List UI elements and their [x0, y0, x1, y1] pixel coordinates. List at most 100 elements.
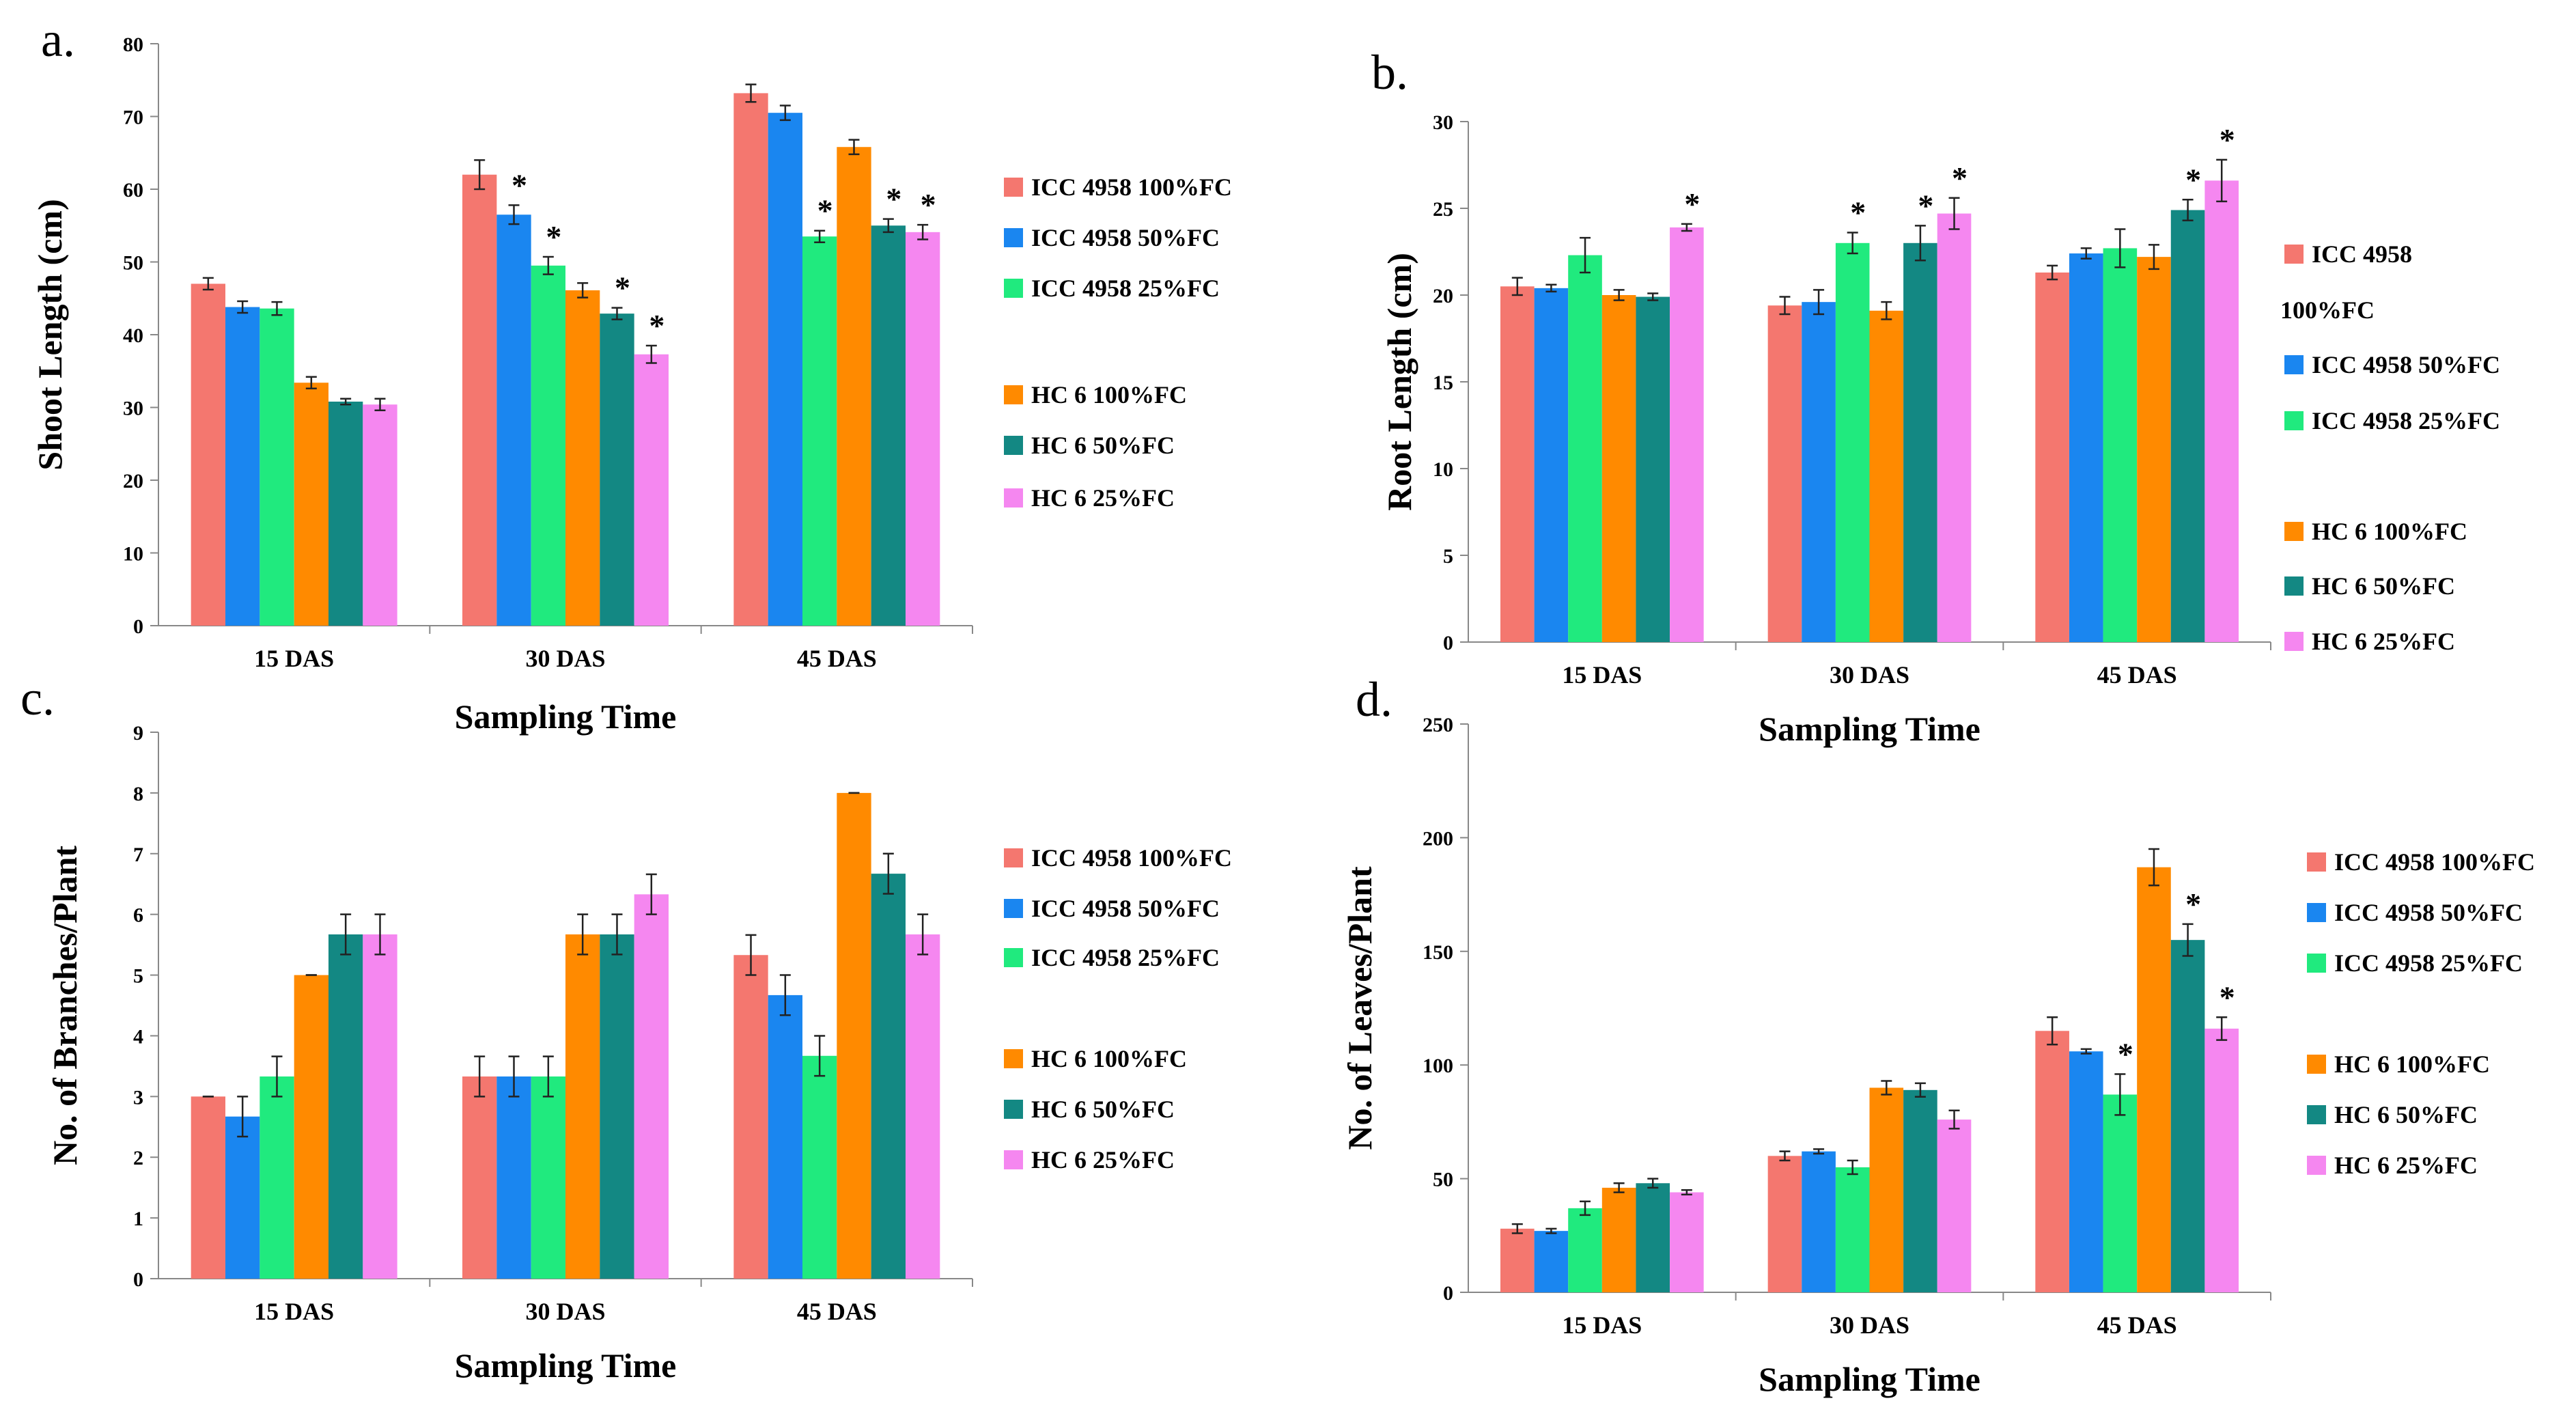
y-tick-label: 10 [123, 543, 143, 566]
bar [2204, 1028, 2239, 1292]
bar [768, 995, 803, 1279]
legend-swatch [1004, 228, 1023, 247]
bar [260, 308, 294, 626]
bar [768, 113, 803, 626]
x-tick-label: 15 DAS [1562, 1311, 1642, 1339]
significance-marker: * [512, 167, 527, 202]
bar [1670, 1192, 1704, 1292]
bar [871, 874, 906, 1279]
y-tick-label: 6 [133, 904, 143, 927]
y-tick-label: 200 [1423, 827, 1453, 850]
y-tick-label: 30 [123, 398, 143, 420]
y-tick-label: 0 [1443, 632, 1453, 654]
bar [1835, 1167, 1870, 1292]
y-tick-label: 40 [123, 324, 143, 347]
legend-swatch [1004, 899, 1023, 918]
bar [1670, 227, 1704, 642]
legend-label: ICC 4958 25%FC [1031, 275, 1220, 302]
legend-label: HC 6 25%FC [2312, 628, 2455, 655]
x-tick-label: 15 DAS [254, 1298, 334, 1325]
significance-marker: * [2185, 162, 2201, 197]
y-tick-label: 0 [1443, 1282, 1453, 1305]
x-axis-title: Sampling Time [455, 1346, 677, 1385]
x-tick-label: 45 DAS [797, 645, 877, 672]
bar [1802, 302, 1836, 642]
y-tick-label: 80 [123, 33, 143, 56]
legend-swatch [1004, 436, 1023, 455]
y-tick-label: 2 [133, 1147, 143, 1169]
legend-swatch [2284, 355, 2304, 374]
bar [1767, 305, 1802, 642]
x-tick-label: 15 DAS [1562, 661, 1642, 689]
y-axis-title: Root Length (cm) [1380, 253, 1418, 511]
y-tick-label: 5 [1443, 545, 1453, 568]
bar [496, 214, 531, 626]
bar [1568, 255, 1602, 643]
legend-swatch [2284, 576, 2304, 596]
y-tick-label: 30 [1433, 111, 1453, 134]
bar [1500, 286, 1535, 642]
y-tick-label: 20 [1433, 285, 1453, 307]
legend-label: ICC 4958 50%FC [2334, 899, 2523, 926]
legend-swatch [1004, 178, 1023, 197]
bar [1903, 242, 1937, 642]
significance-marker: * [886, 182, 901, 217]
legend-label: ICC 4958 50%FC [1031, 895, 1220, 922]
legend-label: HC 6 25%FC [2334, 1152, 2478, 1179]
legend-label: HC 6 100%FC [1031, 381, 1187, 408]
bar [294, 383, 328, 626]
bar [1869, 1087, 1904, 1292]
legend-swatch [1004, 1100, 1023, 1119]
significance-marker: * [1684, 186, 1700, 221]
y-tick-label: 0 [133, 615, 143, 638]
bar [1601, 1187, 1636, 1292]
bar [634, 894, 669, 1279]
y-tick-label: 7 [133, 844, 143, 866]
bar [1869, 310, 1904, 642]
legend-swatch [2307, 1105, 2326, 1124]
bar [2103, 248, 2138, 642]
y-tick-label: 100 [1423, 1055, 1453, 1077]
legend-label: HC 6 50%FC [2334, 1101, 2478, 1128]
bar [191, 283, 226, 626]
bar [733, 955, 768, 1279]
bar [363, 934, 397, 1279]
bar [837, 792, 871, 1279]
panel-label: d. [1356, 672, 1392, 727]
y-tick-label: 10 [1433, 458, 1453, 481]
legend-label: HC 6 100%FC [2312, 518, 2467, 545]
legend-swatch [2284, 522, 2304, 541]
bar [363, 404, 397, 626]
significance-marker: * [1952, 161, 1968, 195]
significance-marker: * [2220, 979, 2235, 1014]
bar [2170, 210, 2205, 642]
bar [600, 314, 634, 626]
y-tick-label: 15 [1433, 372, 1453, 394]
bar [531, 265, 565, 626]
x-tick-label: 45 DAS [2097, 1311, 2177, 1339]
legend-swatch [2284, 411, 2304, 430]
legend-label: HC 6 50%FC [2312, 572, 2455, 600]
y-tick-label: 3 [133, 1086, 143, 1109]
x-tick-label: 45 DAS [797, 1298, 877, 1325]
y-tick-label: 8 [133, 783, 143, 805]
panel-label: c. [20, 671, 55, 725]
legend-swatch [2307, 852, 2326, 872]
y-axis-title: No. of Branches/Plant [46, 846, 84, 1165]
legend-label: HC 6 25%FC [1031, 484, 1175, 512]
bar [733, 93, 768, 626]
legend-label: ICC 4958 50%FC [2312, 351, 2500, 378]
bar [1802, 1151, 1836, 1292]
y-tick-label: 5 [133, 965, 143, 988]
legend-label: ICC 4958 25%FC [2334, 949, 2523, 977]
bar [1534, 1231, 1569, 1292]
chart-panel-d: d. 0 50 100 150 200 250 15 DAS 30 DAS 45 DAS * * * Sa… [1341, 672, 2535, 1398]
legend-swatch [1004, 1150, 1023, 1169]
bar [1500, 1228, 1535, 1292]
bar [871, 225, 906, 626]
significance-marker: * [817, 193, 833, 228]
legend-label: HC 6 50%FC [1031, 432, 1175, 459]
bar [225, 1116, 260, 1279]
legend-swatch [2307, 1156, 2326, 1175]
